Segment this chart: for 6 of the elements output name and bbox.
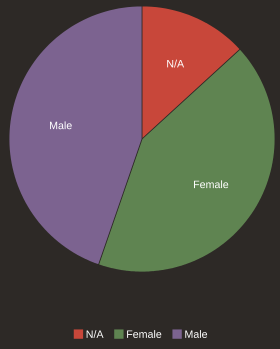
slice-label: Female [194, 180, 228, 188]
legend-label: N/A [86, 330, 104, 338]
slice-label: N/A [167, 60, 184, 68]
legend-label: Female [127, 330, 162, 338]
legend-label: Male [185, 330, 208, 338]
slice-label: Male [50, 121, 72, 130]
